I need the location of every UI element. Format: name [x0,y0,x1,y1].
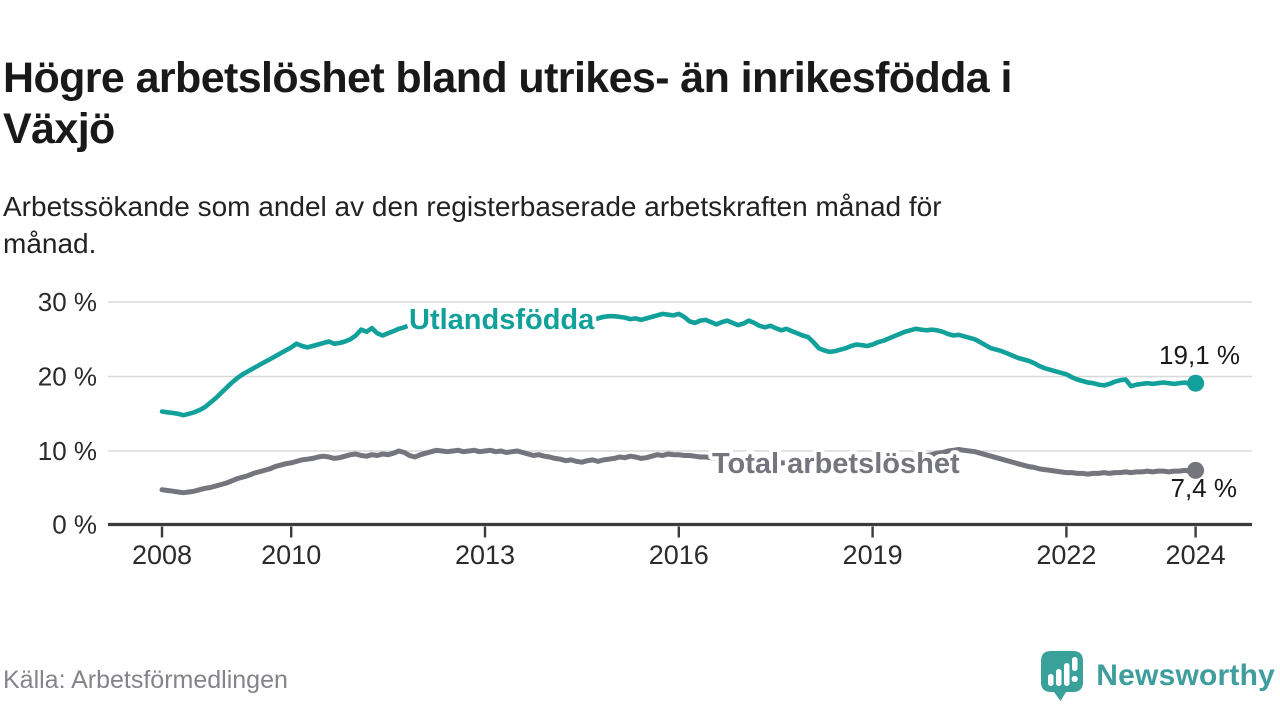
y-axis-label-20: 20 % [38,362,97,392]
x-axis-label-2010: 2010 [261,540,321,570]
x-axis-label-2019: 2019 [843,540,903,570]
y-axis-label-30: 30 % [38,287,97,317]
series-line-total [159,447,1199,496]
x-axis-label-2024: 2024 [1166,540,1226,570]
x-axis-label-2022: 2022 [1036,540,1096,570]
chart-subtitle-line-1: Arbetssökande som andel av den registerb… [3,191,942,222]
x-axis-label-2016: 2016 [649,540,709,570]
source-note: Källa: Arbetsförmedlingen [3,666,288,694]
series-label-total: Total arbetslöshet [712,448,960,480]
end-value-label-total: 7,4 % [1171,473,1238,503]
chart-title-line-2: Växjö [3,105,115,154]
chart-subtitle-line-2: månad. [3,228,97,260]
brand-logo: Newsworthy [1039,650,1275,702]
x-axis-label-2008: 2008 [132,540,192,570]
newsworthy-speech-bubble-bar-chart-icon [1041,651,1084,701]
y-axis-label-10: 10 % [38,436,97,466]
end-dot-total [1187,461,1205,479]
x-axis-label-2013: 2013 [455,540,515,570]
chart-title: Högre arbetslöshet bland utrikes- än inr… [3,53,1012,156]
brand-name: Newsworthy [1096,659,1275,692]
y-axis-label-0: 0 % [52,510,97,540]
end-dot-utlandsfodda [1187,374,1205,392]
chart-subtitle: Arbetssökande som andel av den registerb… [3,188,942,262]
chart-title-line-1: Högre arbetslöshet bland utrikes- än inr… [3,53,1012,102]
series-label-utlandsfodda: Utlandsfödda [409,304,595,336]
end-value-label-utlandsfodda: 19,1 % [1159,340,1240,370]
series-line-utlandsfodda [159,310,1198,418]
